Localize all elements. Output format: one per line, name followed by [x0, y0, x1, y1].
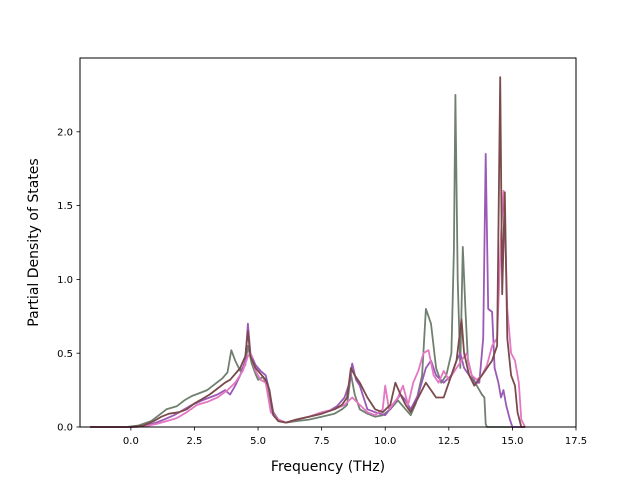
- pdos-series-line-2: [90, 153, 526, 428]
- y-axis-label: Partial Density of States: [26, 158, 42, 326]
- x-tick-label: 2.5: [187, 436, 203, 447]
- y-tick-label: 2.0: [57, 127, 73, 138]
- y-tick-label: 0.5: [57, 349, 73, 360]
- y-tick-label: 0.0: [57, 423, 73, 434]
- pdos-series-line-4: [90, 76, 526, 428]
- x-tick-label: 12.5: [438, 436, 460, 447]
- pdos-series-line-1: [90, 94, 526, 428]
- x-tick-label: 7.5: [314, 436, 330, 447]
- y-axis: 0.0 0.5 1.0 1.5 2.0: [57, 127, 80, 434]
- x-tick-label: 15.0: [501, 436, 523, 447]
- x-axis: 0.0 2.5 5.0 7.5 10.0 12.5 15.0 17.5: [123, 427, 587, 447]
- plot-frame: [79, 57, 577, 428]
- x-tick-label: 5.0: [250, 436, 266, 447]
- x-tick-label: 10.0: [374, 436, 396, 447]
- x-tick-label: 17.5: [565, 436, 587, 447]
- pdos-series-line-3: [90, 189, 526, 428]
- series-layer: [90, 76, 526, 428]
- y-tick-label: 1.5: [57, 201, 73, 212]
- y-tick-label: 1.0: [57, 275, 73, 286]
- x-axis-label: Frequency (THz): [271, 459, 385, 475]
- x-tick-label: 0.0: [123, 436, 139, 447]
- plot-background: [80, 58, 576, 427]
